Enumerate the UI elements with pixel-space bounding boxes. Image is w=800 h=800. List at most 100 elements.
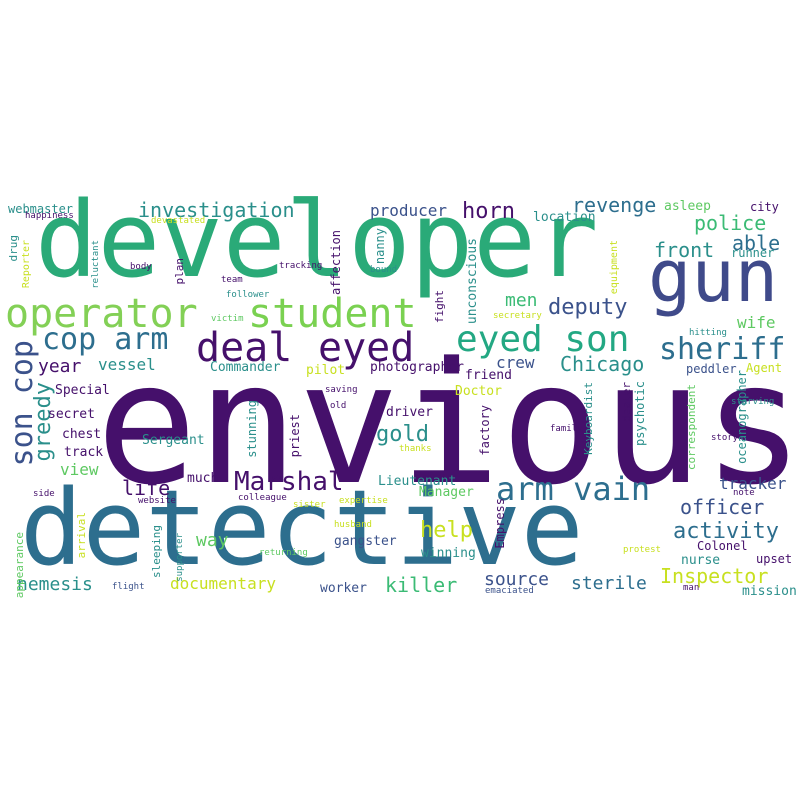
word-vessel: vessel (98, 355, 156, 374)
word-oceanographer: oceanographer (735, 370, 749, 464)
word-year: year (38, 356, 82, 377)
word-able: able (732, 231, 781, 255)
word-factory: factory (478, 405, 492, 456)
word-worker: worker (320, 581, 367, 596)
word-emaciated: emaciated (485, 586, 534, 596)
word-eyed: eyed (318, 325, 415, 371)
word-activity: activity (673, 519, 779, 544)
word-documentary: documentary (170, 574, 276, 593)
word-family: family (550, 424, 583, 434)
word-stunning: stunning (245, 400, 259, 458)
word-appearance: appearance (13, 532, 26, 599)
word-tracking: tracking (279, 261, 323, 271)
word-source: source (484, 569, 550, 590)
word-chicago: Chicago (560, 352, 645, 376)
word-peddler: peddler (686, 362, 737, 376)
word-fight: fight (433, 290, 446, 324)
word-note: note (733, 488, 755, 498)
word-student: student (248, 291, 417, 337)
word-colonel: Colonel (697, 539, 748, 553)
word-detective: detective (20, 467, 584, 589)
word-secretary: secretary (493, 311, 542, 321)
word-front: front (654, 238, 715, 262)
word-thanks: thanks (399, 444, 432, 454)
word-side: side (33, 489, 55, 499)
word-life: life (122, 476, 171, 500)
word-deputy: deputy (548, 295, 628, 320)
word-keyboardist: Keyboardist (582, 382, 595, 455)
word-man: man (683, 583, 700, 593)
word-website: website (138, 496, 176, 506)
word-men: men (505, 290, 538, 311)
word-protest: protest (623, 545, 661, 555)
word-sheriff: sheriff (659, 332, 786, 367)
word-manager: Manager (419, 485, 474, 500)
word-victim: victim (211, 314, 244, 324)
word-nurse: nurse (681, 553, 721, 568)
word-deal: deal (196, 325, 293, 371)
word-inspector: Inspector (660, 564, 769, 588)
word-track: track (64, 445, 104, 460)
word-happiness: happiness (25, 211, 74, 221)
word-body: body (130, 262, 152, 272)
word-reporter: Reporter (21, 240, 32, 289)
word-saving: saving (325, 385, 358, 395)
word-view: view (60, 460, 99, 479)
word-police: police (694, 211, 767, 235)
word-husband: husband (334, 520, 372, 530)
word-colleague: colleague (238, 493, 287, 503)
word-flight: flight (112, 582, 145, 592)
word-nemesis: nemesis (17, 574, 93, 595)
word-correspondent: correspondent (685, 384, 698, 471)
word-marshal: Marshal (234, 467, 344, 497)
word-bound: bound (370, 265, 398, 275)
word-follower: follower (226, 290, 270, 300)
word-priest: priest (288, 414, 302, 458)
word-sister: sister (293, 500, 326, 510)
word-operator: operator (5, 291, 198, 337)
word-reluctant: reluctant (91, 240, 101, 289)
word-gun: gun (648, 234, 779, 318)
word-developer: developer (35, 179, 599, 301)
word-horn: horn (462, 199, 515, 224)
word-special: Special (55, 383, 110, 398)
word-envious: envious (96, 326, 800, 522)
word-investigation: investigation (138, 198, 295, 222)
word-agent: Agent (746, 361, 783, 375)
word-doctor: Doctor (455, 384, 502, 399)
word-wife: wife (737, 313, 776, 332)
word-devastated: devastated (151, 216, 206, 226)
word-returning: returning (259, 548, 308, 558)
word-much: much (187, 471, 219, 486)
word-tracker: tracker (719, 474, 787, 493)
word-supporter: supporter (175, 533, 185, 582)
word-friend: friend (465, 368, 512, 383)
word-equipment: equipment (609, 240, 620, 295)
word-killer: killer (385, 573, 458, 597)
word-asleep: asleep (664, 199, 711, 214)
word-dealer: dealer (620, 382, 633, 422)
word-upset: upset (756, 552, 793, 566)
word-sleeping: sleeping (150, 525, 163, 578)
word-drug: drug (7, 235, 20, 262)
word-team: team (221, 275, 243, 285)
word-way: way (196, 530, 229, 551)
word-affection: affection (329, 230, 343, 296)
word-hitting: hitting (689, 328, 727, 338)
word-secret: secret (48, 407, 95, 422)
word-eyed-son: eyed son (456, 319, 630, 360)
word-arrival: arrival (75, 512, 88, 559)
word-plan: plan (173, 258, 186, 285)
word-winning: winning (421, 546, 476, 561)
word-gangster: gangster (334, 534, 397, 549)
word-expertise: expertise (339, 496, 388, 506)
word-lieutenant: Lieutenant (378, 474, 457, 489)
word-cop-arm: cop arm (42, 322, 169, 357)
word-arm-vain: arm vain (496, 470, 651, 508)
word-story: story (711, 433, 739, 443)
word-photographer: photographer (370, 360, 464, 375)
word-commander: Commander (210, 360, 281, 375)
word-unconscious: unconscious (465, 238, 480, 325)
word-gold: gold (376, 422, 429, 447)
